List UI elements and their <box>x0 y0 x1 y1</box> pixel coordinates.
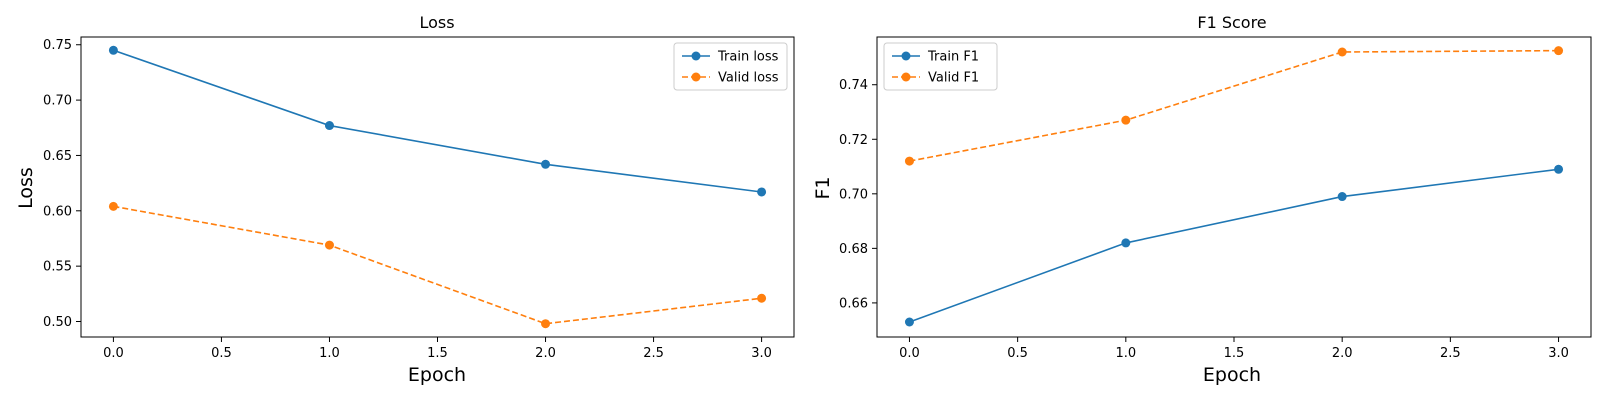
f1-x-tick-label: 0.5 <box>1007 346 1028 361</box>
loss-x-tick-label: 1.5 <box>427 346 448 361</box>
f1-plot-area: 0.0 0.5 1.0 1.5 2.0 2.5 3.0 0.66 0.68 0.70 0.72 0.7… <box>839 36 1592 361</box>
loss-series-line-1 <box>113 49 762 193</box>
loss-data-point <box>541 159 551 169</box>
f1-data-point <box>1337 192 1347 202</box>
loss-y-tick-label: 0.75 <box>43 38 72 53</box>
f1-data-point <box>1554 164 1564 174</box>
loss-data-point <box>108 201 118 211</box>
loss-legend-label-2: Valid loss <box>718 71 779 86</box>
f1-axes-frame <box>876 36 1592 338</box>
f1-series-line-1 <box>909 168 1559 323</box>
f1-x-tick-label: 0.0 <box>899 346 920 361</box>
loss-legend-marker-2 <box>691 72 701 82</box>
loss-data-point <box>541 319 551 329</box>
f1-legend: Train F1 Valid F1 <box>883 42 998 91</box>
f1-data-point <box>1121 238 1131 248</box>
f1-data-point <box>904 317 914 327</box>
loss-legend-box <box>673 42 788 91</box>
loss-data-point <box>324 240 334 250</box>
loss-data-point <box>757 187 767 197</box>
f1-panel: F1 Score Epoch F1 0.0 0.5 1.0 1.5 2.0 2.5 3.00… <box>812 13 1592 386</box>
loss-y-tick-label: 0.65 <box>43 149 72 164</box>
loss-x-tick-label: 3.0 <box>751 346 772 361</box>
f1-data-point <box>1554 46 1564 56</box>
loss-data-point <box>108 45 118 55</box>
f1-x-tick-label: 1.0 <box>1115 346 1136 361</box>
f1-legend-box <box>883 42 998 91</box>
f1-y-tick-label: 0.68 <box>839 242 868 257</box>
loss-y-tick-label: 0.55 <box>43 260 72 275</box>
loss-y-tick-label: 0.50 <box>43 315 72 330</box>
f1-legend-marker-1 <box>901 51 911 61</box>
f1-y-tick-label: 0.74 <box>839 78 868 93</box>
f1-x-tick-label: 2.0 <box>1332 346 1353 361</box>
loss-x-tick-label: 1.0 <box>319 346 340 361</box>
f1-data-point <box>1121 115 1131 125</box>
f1-y-tick-label: 0.66 <box>839 296 868 311</box>
loss-y-tick-label: 0.70 <box>43 94 72 109</box>
f1-x-tick-label: 1.5 <box>1224 346 1245 361</box>
loss-y-tick-label: 0.60 <box>43 204 72 219</box>
f1-legend-label-1: Train F1 <box>927 50 979 65</box>
f1-y-axis-label: F1 <box>812 176 834 199</box>
loss-data-point <box>757 293 767 303</box>
loss-x-tick-label: 0.0 <box>103 346 124 361</box>
loss-y-axis-label: Loss <box>15 167 37 209</box>
loss-series-line-2 <box>113 205 762 325</box>
loss-legend-label-1: Train loss <box>717 50 779 65</box>
loss-x-tick-label: 2.5 <box>643 346 664 361</box>
f1-y-tick-label: 0.70 <box>839 187 868 202</box>
loss-plot-area: 0.0 0.5 1.0 1.5 2.0 2.5 3.0 0.50 0.55 0.60 0.65 0.7… <box>43 36 795 361</box>
loss-legend-marker-1 <box>691 51 701 61</box>
loss-panel: Loss Epoch Loss 0.0 0.5 1.0 1.5 2.0 2.5 3.0 0.5… <box>15 13 795 386</box>
loss-axes-frame <box>80 36 795 338</box>
f1-legend-marker-2 <box>901 72 911 82</box>
loss-x-tick-label: 0.5 <box>211 346 232 361</box>
f1-chart-title: F1 Score <box>1197 13 1266 32</box>
f1-series-line-2 <box>909 49 1559 162</box>
f1-x-tick-label: 3.0 <box>1548 346 1569 361</box>
f1-y-tick-label: 0.72 <box>839 133 868 148</box>
f1-data-point <box>904 156 914 166</box>
loss-x-tick-label: 2.0 <box>535 346 556 361</box>
f1-x-axis-label: Epoch <box>1203 364 1261 386</box>
loss-legend: Train loss Valid loss <box>673 42 788 91</box>
f1-data-point <box>1337 47 1347 57</box>
f1-legend-label-2: Valid F1 <box>928 71 979 86</box>
loss-chart-title: Loss <box>419 13 454 32</box>
loss-x-axis-label: Epoch <box>408 364 466 386</box>
loss-data-point <box>324 121 334 131</box>
f1-x-tick-label: 2.5 <box>1440 346 1461 361</box>
